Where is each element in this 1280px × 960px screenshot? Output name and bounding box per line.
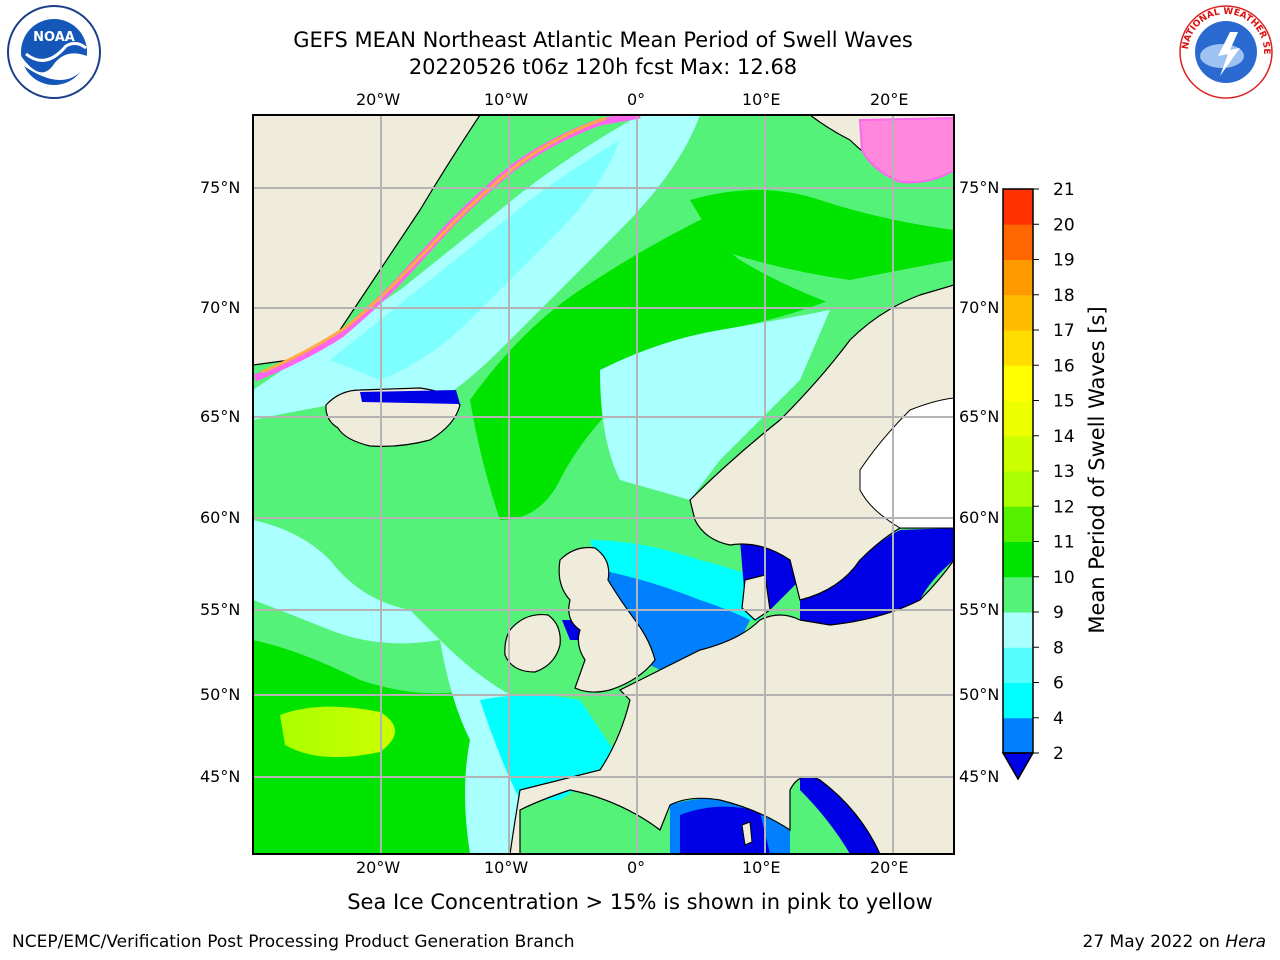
colorbar-segment (1003, 365, 1033, 401)
lat-label-left: 65°N (200, 407, 241, 426)
lat-label-right: 65°N (959, 407, 1000, 426)
land-scandinavia (689, 284, 954, 601)
colorbar-tick-label: 6 (1053, 674, 1064, 694)
colorbar-segment (1003, 189, 1033, 225)
ocean-cyan-southwest (440, 640, 520, 854)
colorbar-tick-label: 11 (1053, 533, 1075, 553)
colorbar-segment (1003, 330, 1033, 366)
land-ireland (504, 613, 561, 673)
ocean-cyan-north-core (330, 140, 620, 380)
colorbar-tick-label: 16 (1053, 356, 1075, 376)
colorbar-tick-label: 15 (1053, 392, 1075, 412)
footer-host: Hera (1225, 932, 1266, 952)
colorbar-segment (1003, 259, 1033, 296)
colorbar-segment (1003, 647, 1033, 683)
ocean-darkblue-med (680, 806, 770, 854)
ocean-cyan-west (253, 520, 440, 644)
colorbar-segment (1003, 717, 1033, 754)
lon-label-top: 0° (627, 90, 646, 109)
lat-label-right: 45°N (959, 767, 1000, 786)
lat-label-left: 60°N (200, 508, 241, 527)
land-corsica (741, 821, 753, 846)
graticule (253, 115, 954, 854)
ocean-cyan-northsea (590, 540, 760, 620)
land-gulf-bothnia-water (859, 397, 954, 529)
noaa-logo-text: NOAA (33, 30, 75, 45)
colorbar-tick-label: 17 (1053, 321, 1075, 341)
lat-label-left: 55°N (200, 600, 241, 619)
colorbar-segment (1003, 506, 1033, 542)
ocean-lime-patch (280, 706, 395, 758)
land-great-britain (558, 546, 656, 693)
colorbar-segment (1003, 294, 1033, 331)
lat-label-right: 50°N (959, 685, 1000, 704)
lon-label-top: 20°E (870, 90, 909, 109)
colorbar-tick-label: 13 (1053, 462, 1075, 482)
lat-label-right: 55°N (959, 600, 1000, 619)
lon-label-bottom: 10°W (484, 858, 529, 877)
lat-label-right: 60°N (959, 508, 1000, 527)
sea-ice-svalbard (858, 116, 954, 184)
land-denmark (741, 574, 771, 621)
ocean-darkblue-baltic (800, 528, 954, 625)
colorbar-label: Mean Period of Swell Waves [s] (1085, 306, 1109, 634)
colorbar-tick-label: 12 (1053, 497, 1075, 517)
colorbar-tick-label: 9 (1053, 603, 1064, 623)
colorbar-segment (1003, 400, 1033, 437)
land-europe (509, 558, 954, 854)
colorbar-tick-label: 21 (1053, 180, 1075, 200)
colorbar-tick-label: 18 (1053, 286, 1075, 306)
lon-label-bottom: 10°E (742, 858, 781, 877)
colorbar-tick-label: 14 (1053, 427, 1075, 447)
sea-ice-caption: Sea Ice Concentration > 15% is shown in … (347, 890, 933, 914)
lat-label-left: 50°N (200, 685, 241, 704)
lat-label-left: 45°N (200, 767, 241, 786)
colorbar-segment (1003, 471, 1033, 507)
colorbar-segment (1003, 682, 1033, 719)
noaa-logo: NOAA (6, 4, 102, 104)
lat-label-right: 70°N (959, 298, 1000, 317)
lon-label-top: 10°W (484, 90, 529, 109)
colorbar-segment (1003, 541, 1033, 578)
lon-label-bottom: 20°E (870, 858, 909, 877)
nws-logo: NATIONAL WEATHER SERVICE (1175, 0, 1274, 104)
colorbar-segment (1003, 612, 1033, 648)
colorbar: 2 4 6 8 9 10 11 12 13 14 15 16 17 18 19 20 21 (1001, 180, 1075, 781)
lat-label-left: 70°N (200, 298, 241, 317)
colorbar-tick-label: 10 (1053, 568, 1075, 588)
footer-date-text: 27 May 2022 on (1082, 932, 1226, 952)
lon-label-top: 10°E (742, 90, 781, 109)
footer-branch: NCEP/EMC/Verification Post Processing Pr… (12, 932, 575, 952)
colorbar-tick-label: 8 (1053, 638, 1064, 658)
colorbar-tick-label: 2 (1053, 744, 1064, 764)
footer-date: 27 May 2022 on Hera (1083, 932, 1267, 952)
colorbar-segment (1003, 435, 1033, 472)
sea-ice-edge-inner (261, 116, 607, 374)
lon-label-top: 20°W (356, 90, 401, 109)
lat-label-left: 75°N (200, 178, 241, 197)
colorbar-tick-label: 4 (1053, 709, 1064, 729)
colorbar-segment (1003, 224, 1033, 260)
sea-ice-iceland-north (360, 390, 460, 404)
colorbar-tick-label: 19 (1053, 251, 1075, 271)
ocean-darkblue-adriatic (800, 770, 880, 854)
lat-label-right: 75°N (959, 178, 1000, 197)
colorbar-under-arrow (1001, 752, 1035, 781)
lon-label-bottom: 20°W (356, 858, 401, 877)
lon-label-bottom: 0° (627, 858, 646, 877)
colorbar-segment (1003, 576, 1033, 613)
ocean-green-barents-dark (690, 190, 954, 280)
chart-subtitle: 20220526 t06z 120h fcst Max: 12.68 (408, 55, 798, 79)
map-frame (252, 114, 955, 855)
ocean-cyan-norway (600, 310, 830, 500)
chart-title: GEFS MEAN Northeast Atlantic Mean Period… (293, 28, 913, 52)
colorbar-tick-label: 20 (1053, 215, 1075, 235)
